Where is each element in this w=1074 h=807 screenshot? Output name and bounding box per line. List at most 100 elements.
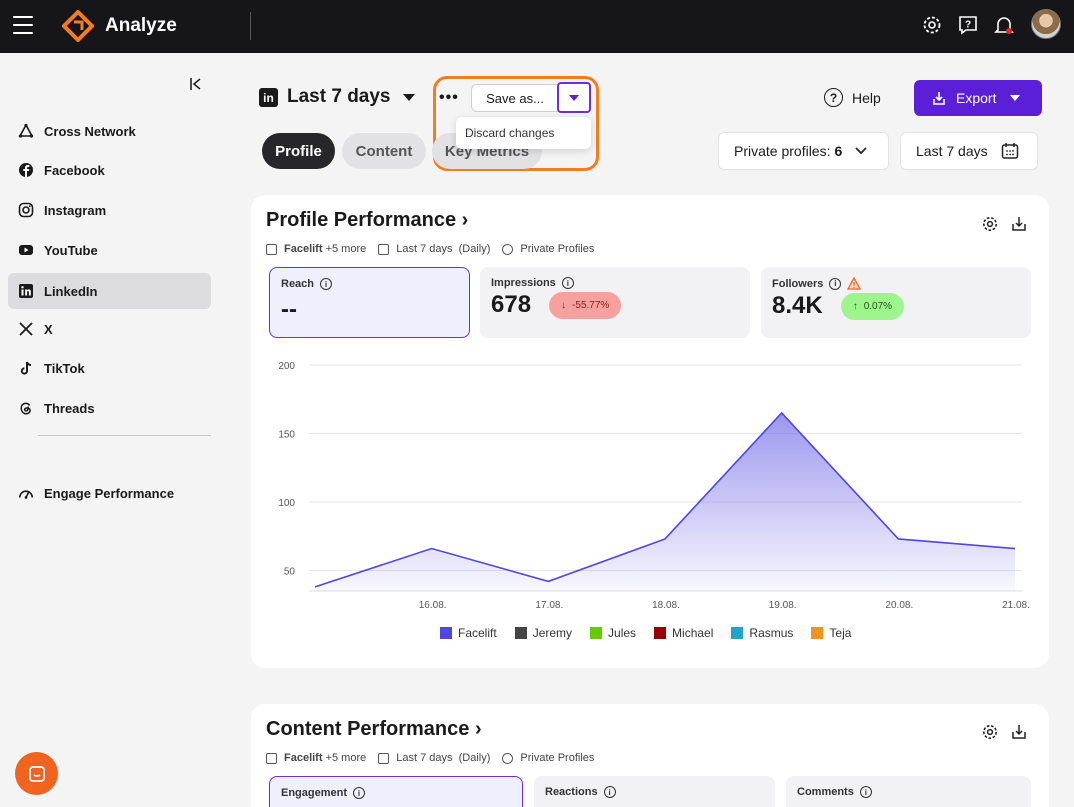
cross-network-icon xyxy=(18,123,34,139)
sidebar-item-threads[interactable]: Threads xyxy=(8,390,211,426)
caret-down-icon xyxy=(1010,95,1021,101)
download-icon[interactable] xyxy=(1010,215,1028,233)
profiles-icon xyxy=(266,243,277,255)
app-title: Analyze xyxy=(105,15,177,36)
y-tick-label: 200 xyxy=(278,361,295,372)
metric-reactions[interactable]: Reactions i xyxy=(534,776,775,807)
sidebar-divider xyxy=(38,435,211,436)
menu-icon[interactable] xyxy=(13,16,33,34)
discard-changes-menu-item[interactable]: Discard changes xyxy=(456,117,591,149)
legend-item[interactable]: Teja xyxy=(811,626,851,640)
top-bar: Analyze ? xyxy=(0,0,1074,53)
legend-item[interactable]: Michael xyxy=(654,626,713,640)
info-icon[interactable]: i xyxy=(353,787,366,799)
sidebar-item-label: Instagram xyxy=(44,202,107,218)
settings-icon[interactable] xyxy=(981,723,999,741)
sidebar-item-x[interactable]: X xyxy=(8,311,211,347)
legend-swatch xyxy=(514,627,527,639)
warning-icon[interactable] xyxy=(847,277,862,290)
metric-label: Reach xyxy=(281,278,315,290)
download-icon[interactable] xyxy=(1010,723,1028,741)
legend-label: Teja xyxy=(829,626,852,640)
sidebar-item-label: Threads xyxy=(44,400,95,416)
sidebar-item-instagram[interactable]: Instagram xyxy=(8,192,211,228)
help-button[interactable]: ? Help xyxy=(824,88,881,107)
tab-content[interactable]: Content xyxy=(342,133,426,169)
chat-launcher-button[interactable] xyxy=(15,752,58,795)
sidebar-item-cross-network[interactable]: Cross Network xyxy=(8,113,211,149)
metric-value: 678 xyxy=(491,291,532,318)
sidebar-item-label: Facebook xyxy=(44,162,105,178)
metric-comments[interactable]: Comments i xyxy=(786,776,1031,807)
meta-profiles-more: +5 more xyxy=(325,243,367,255)
save-options-dropdown-button[interactable] xyxy=(557,82,591,113)
app-logo-icon xyxy=(62,10,94,42)
more-options-button[interactable]: ••• xyxy=(439,89,459,106)
y-tick-label: 100 xyxy=(278,498,295,509)
sidebar-item-label: LinkedIn xyxy=(44,283,98,299)
series-line-facelift xyxy=(314,411,1016,588)
sidebar-item-tiktok[interactable]: TikTok xyxy=(8,350,211,386)
y-tick-label: 50 xyxy=(284,566,296,577)
x-tick-label: 20.08. xyxy=(885,600,913,611)
card-title: Content Performance xyxy=(266,718,470,740)
tab-profile[interactable]: Profile xyxy=(262,133,335,169)
card-title: Profile Performance xyxy=(266,209,457,231)
arrow-up-icon: ↑ xyxy=(852,300,858,312)
meta-range: Last 7 days xyxy=(396,243,453,255)
meta-profiles-more: +5 more xyxy=(325,752,367,764)
legend-item[interactable]: Facelift xyxy=(440,626,497,640)
legend-item[interactable]: Jules xyxy=(590,626,636,640)
sidebar-item-label: YouTube xyxy=(44,242,98,258)
card-title-link[interactable]: Profile Performance › xyxy=(266,209,468,232)
collapse-sidebar-icon[interactable] xyxy=(188,76,204,92)
notification-bell-icon[interactable] xyxy=(993,14,1015,36)
card-meta: Facelift +5 more Last 7 days (Daily) Pri… xyxy=(266,243,594,255)
sidebar-item-engage-performance[interactable]: Engage Performance xyxy=(8,475,211,511)
user-avatar[interactable] xyxy=(1031,9,1061,39)
sidebar-item-facebook[interactable]: Facebook xyxy=(8,152,211,188)
sidebar-item-linkedin[interactable]: LinkedIn xyxy=(8,273,211,309)
card-meta: Facelift +5 more Last 7 days (Daily) Pri… xyxy=(266,752,594,764)
settings-icon[interactable] xyxy=(921,14,943,36)
save-as-button[interactable]: Save as... xyxy=(471,84,559,112)
metric-label: Impressions xyxy=(491,277,556,289)
facebook-icon xyxy=(18,162,34,178)
info-icon[interactable]: i xyxy=(603,786,616,798)
date-range-label: Last 7 days xyxy=(916,143,988,159)
chevron-down-icon[interactable] xyxy=(403,94,415,101)
meta-granularity: (Daily) xyxy=(458,752,491,764)
y-tick-label: 150 xyxy=(278,429,295,440)
linkedin-icon: in xyxy=(259,88,278,107)
engage-icon xyxy=(18,485,34,501)
legend-item[interactable]: Jeremy xyxy=(514,626,572,640)
info-icon[interactable]: i xyxy=(561,277,574,289)
settings-icon[interactable] xyxy=(981,215,999,233)
legend-item[interactable]: Rasmus xyxy=(731,626,793,640)
metric-engagement[interactable]: Engagement i xyxy=(269,776,523,807)
legend-swatch xyxy=(731,627,744,639)
metric-reach[interactable]: Reach i -- xyxy=(269,267,470,338)
info-icon[interactable]: i xyxy=(859,786,872,798)
meta-range: Last 7 days xyxy=(396,752,453,764)
highlight-ring xyxy=(433,76,599,171)
date-range-picker[interactable]: Last 7 days xyxy=(900,132,1038,170)
sidebar-item-youtube[interactable]: YouTube xyxy=(8,232,211,268)
delta-badge: ↑ 0.07% xyxy=(840,292,905,320)
arrow-down-icon: ↓ xyxy=(561,299,567,311)
metric-followers[interactable]: Followers i 8.4K ↑ 0.07% xyxy=(761,267,1031,338)
instagram-icon xyxy=(18,202,34,218)
info-icon[interactable]: i xyxy=(829,277,842,290)
help-chat-icon[interactable]: ? xyxy=(957,14,979,36)
card-title-link[interactable]: Content Performance › xyxy=(266,718,482,741)
info-icon[interactable]: i xyxy=(320,278,333,290)
legend-label: Michael xyxy=(672,626,714,640)
export-button[interactable]: Export xyxy=(914,80,1042,116)
profiles-icon xyxy=(266,752,277,764)
private-profiles-select[interactable]: Private profiles: 6 xyxy=(718,132,889,170)
meta-scope: Private Profiles xyxy=(520,752,595,764)
help-icon: ? xyxy=(824,88,843,107)
period-title[interactable]: Last 7 days xyxy=(287,86,391,107)
meta-granularity: (Daily) xyxy=(458,243,491,255)
metric-impressions[interactable]: Impressions i 678 ↓ -55.77% xyxy=(480,267,750,338)
